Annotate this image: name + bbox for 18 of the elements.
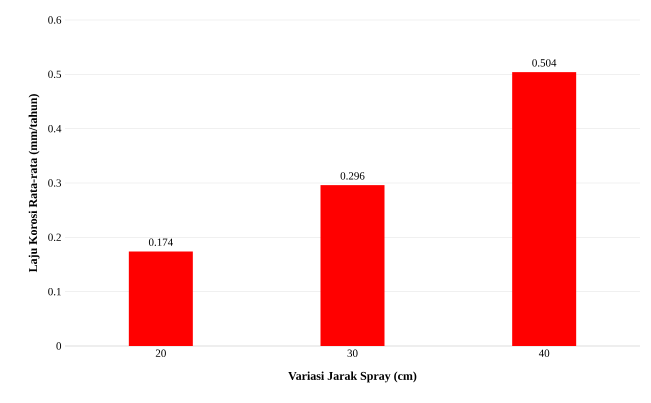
y-tick-label: 0.6 (48, 16, 62, 24)
y-tick-label: 0 (56, 342, 62, 350)
bar (128, 251, 193, 346)
x-tick-label: 40 (538, 350, 550, 357)
data-label: 0.174 (148, 238, 173, 246)
data-label: 0.504 (532, 59, 556, 67)
y-tick-label: 0.3 (48, 179, 62, 187)
y-tick-label: 0.4 (48, 124, 62, 132)
y-axis-title: Laju Korosi Rata-rata (mm/tahun) (28, 94, 40, 272)
bar (320, 185, 385, 346)
bar (512, 72, 576, 346)
y-tick-label: 0.5 (48, 70, 62, 78)
x-tick-label: 20 (156, 350, 166, 357)
data-label: 0.296 (340, 172, 365, 180)
y-tick-label: 0.1 (48, 288, 61, 296)
x-tick-label: 30 (348, 350, 358, 357)
x-axis-title: Variasi Jarak Spray (cm) (288, 372, 416, 382)
y-tick-label: 0.2 (48, 234, 61, 242)
